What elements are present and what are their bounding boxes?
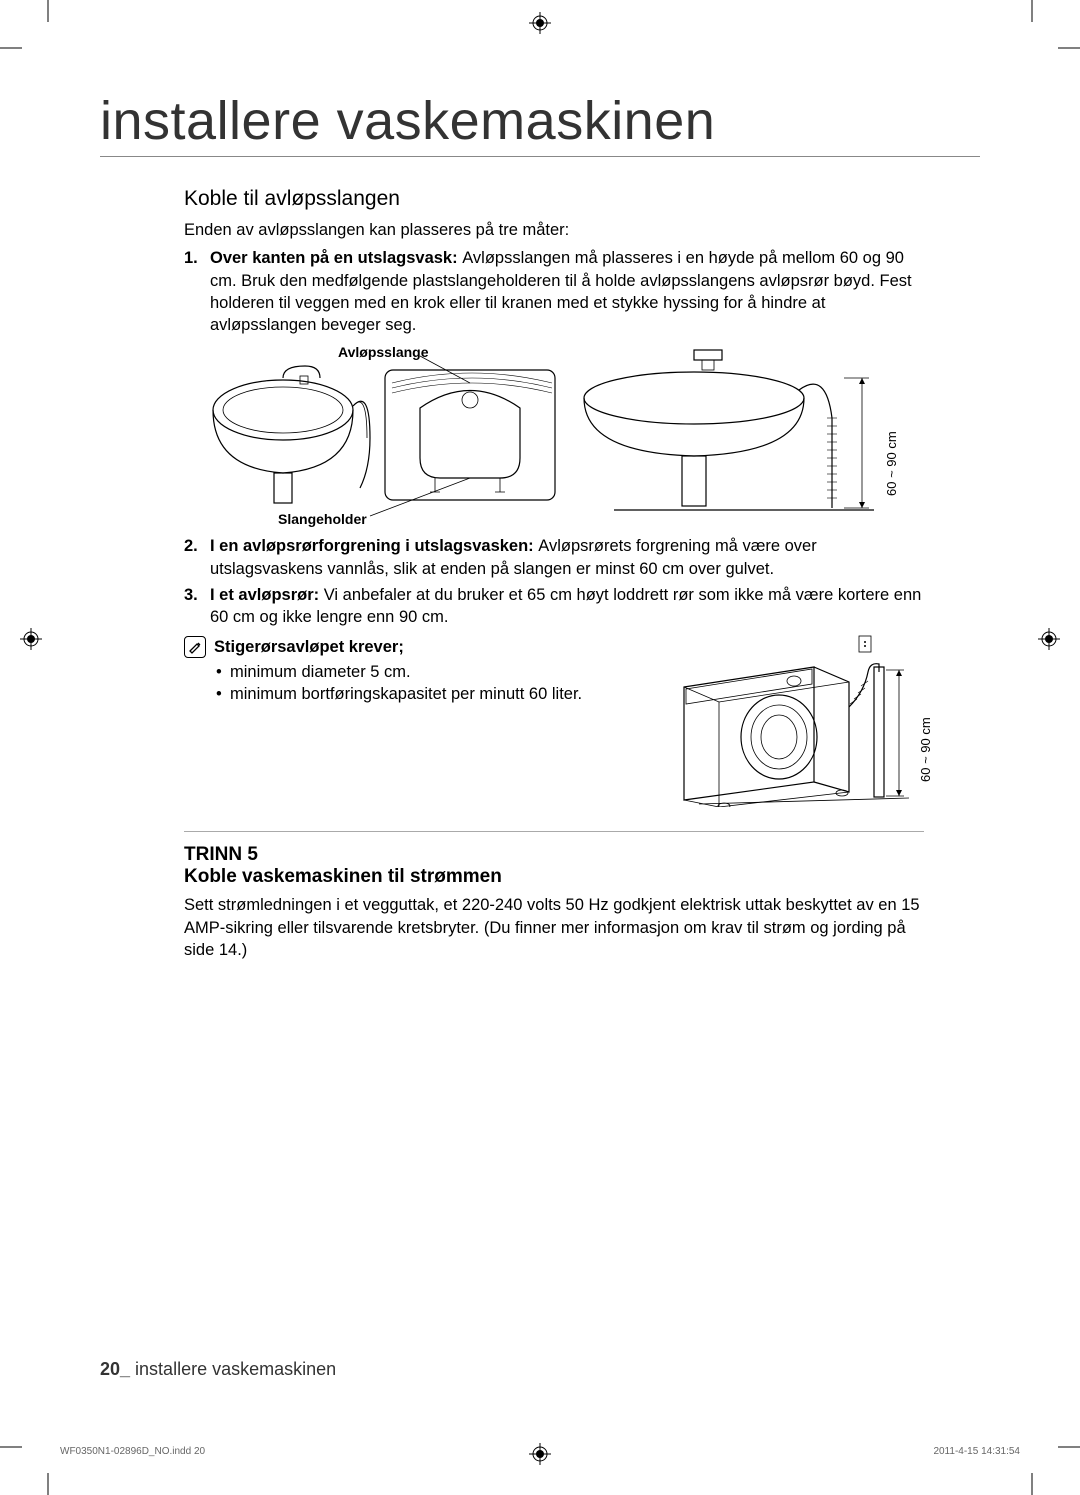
- sink-holder-illustration: [210, 348, 560, 523]
- bullet-2: minimum bortføringskapasitet per minutt …: [214, 683, 582, 705]
- page-title: installere vaskemaskinen: [100, 90, 980, 152]
- print-datetime: 2011-4-15 14:31:54: [933, 1446, 1020, 1457]
- placement-list-cont: 2. I en avløpsrørforgrening i utslagsvas…: [184, 535, 924, 628]
- step-5-text: Sett strømledningen i et vegguttak, et 2…: [184, 894, 924, 961]
- bullet-1: minimum diameter 5 cm.: [214, 661, 582, 683]
- registration-mark-bottom: [529, 1443, 551, 1465]
- step-subheading: Koble vaskemaskinen til strømmen: [184, 866, 924, 888]
- list-item-1: 1. Over kanten på en utslagsvask: Avløps…: [184, 247, 924, 336]
- registration-mark-top: [529, 12, 551, 34]
- sink-height-illustration: [574, 348, 894, 523]
- registration-mark-left: [20, 628, 42, 650]
- label-hose: Avløpsslange: [338, 344, 429, 360]
- page-footer: 20_ installere vaskemaskinen: [100, 1359, 336, 1380]
- dim-label-1: 60 ~ 90 cm: [884, 432, 899, 497]
- page-number: 20_: [100, 1359, 130, 1379]
- figure-row-1: Avløpsslange: [210, 348, 924, 523]
- registration-mark-right: [1038, 628, 1060, 650]
- note-icon: [184, 636, 206, 658]
- list-item-3: 3. I et avløpsrør: Vi anbefaler at du br…: [184, 584, 924, 629]
- label-holder: Slangeholder: [278, 511, 367, 527]
- note-bullets: minimum diameter 5 cm. minimum bortførin…: [214, 661, 582, 706]
- page-content: installere vaskemaskinen Koble til avløp…: [100, 90, 980, 965]
- note-title: Stigerørsavløpet krever;: [214, 636, 582, 658]
- section-divider: [184, 831, 924, 832]
- dim-label-2: 60 ~ 90 cm: [918, 718, 933, 783]
- washer-standpipe-illustration: [664, 632, 924, 807]
- figure-sink-holder: Avløpsslange: [210, 348, 560, 523]
- note-block: Stigerørsavløpet krever; minimum diamete…: [184, 632, 644, 705]
- footer-label: installere vaskemaskinen: [130, 1359, 336, 1379]
- section-heading: Koble til avløpsslangen: [184, 187, 924, 211]
- title-rule: [100, 156, 980, 157]
- step-5-heading: TRINN 5 Koble vaskemaskinen til strømmen: [184, 844, 924, 888]
- list-item-2: 2. I en avløpsrørforgrening i utslagsvas…: [184, 535, 924, 580]
- print-file-name: WF0350N1-02896D_NO.indd 20: [60, 1446, 205, 1457]
- step-number: TRINN 5: [184, 844, 258, 865]
- placement-list: 1. Over kanten på en utslagsvask: Avløps…: [184, 247, 924, 336]
- note-body: Stigerørsavløpet krever; minimum diamete…: [214, 636, 582, 705]
- note-and-figure-row: Stigerørsavløpet krever; minimum diamete…: [184, 632, 924, 807]
- section-drain-hose: Koble til avløpsslangen Enden av avløpss…: [184, 187, 924, 961]
- figure-washer-standpipe: 60 ~ 90 cm: [664, 632, 924, 807]
- intro-text: Enden av avløpsslangen kan plasseres på …: [184, 219, 924, 241]
- figure-sink-height: 60 ~ 90 cm: [574, 348, 894, 523]
- note-row: Stigerørsavløpet krever; minimum diamete…: [184, 636, 644, 705]
